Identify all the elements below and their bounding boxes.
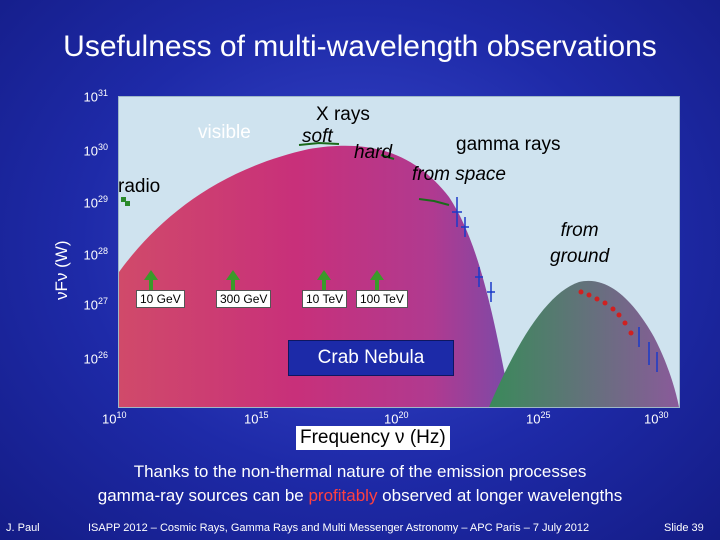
- gamma-ground-points: [578, 289, 634, 336]
- xtick-1e30: 1030: [644, 410, 669, 427]
- energy-label-100tev: 100 TeV: [356, 290, 408, 308]
- xtick-1e10: 1010: [102, 410, 127, 427]
- xtick-1e20: 1020: [384, 410, 409, 427]
- inverse-compton-component: [489, 280, 679, 407]
- footer-author: J. Paul: [6, 522, 40, 534]
- ytick-1e27: 1027: [83, 296, 108, 313]
- ytick-1e31: 1031: [83, 88, 108, 105]
- y-axis-label: νFν (W): [52, 240, 71, 300]
- label-soft: soft: [302, 126, 333, 147]
- label-from-ground: from ground: [550, 220, 610, 267]
- caption-line-2: gamma-ray sources can be profitably obse…: [97, 486, 623, 505]
- energy-label-10gev: 10 GeV: [136, 290, 185, 308]
- xray-data-points: [298, 141, 450, 206]
- radio-data-points: [121, 197, 130, 206]
- label-gamma-rays: gamma rays: [456, 134, 561, 155]
- ground-error-bars: [638, 327, 658, 372]
- energy-label-300gev: 300 GeV: [216, 290, 272, 308]
- xtick-1e15: 1015: [244, 410, 269, 427]
- footer-event: ISAPP 2012 – Cosmic Rays, Gamma Rays and…: [88, 522, 590, 534]
- label-hard: hard: [354, 142, 393, 163]
- x-axis-label: Frequency ν (Hz): [296, 426, 450, 450]
- label-radio: radio: [118, 176, 161, 197]
- ytick-1e26: 1026: [83, 350, 108, 367]
- gamma-space-points: [452, 197, 495, 302]
- label-visible: visible: [198, 122, 251, 143]
- caption-line-1: Thanks to the non-thermal nature of the …: [133, 462, 587, 481]
- ytick-1e30: 1030: [83, 142, 108, 159]
- source-name-box: Crab Nebula: [288, 340, 454, 376]
- energy-label-10tev: 10 TeV: [302, 290, 348, 308]
- ytick-1e29: 1029: [83, 194, 108, 211]
- slide-title: Usefulness of multi-wavelength observati…: [63, 30, 657, 63]
- xtick-1e25: 1025: [526, 410, 551, 427]
- label-from-space: from space: [412, 164, 506, 185]
- ytick-1e28: 1028: [83, 246, 108, 263]
- footer-slide-number: Slide 39: [664, 522, 704, 534]
- caption-highlight: profitably: [308, 486, 378, 505]
- label-xrays: X rays: [316, 104, 370, 125]
- caption: Thanks to the non-thermal nature of the …: [0, 460, 720, 508]
